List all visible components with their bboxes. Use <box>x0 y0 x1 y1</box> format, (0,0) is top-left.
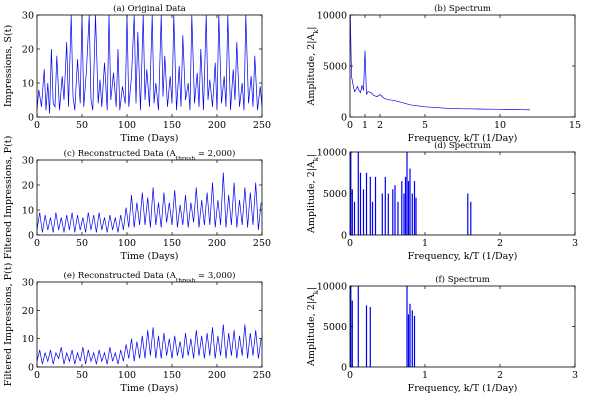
y-tick-label: 10 <box>22 334 34 345</box>
x-tick-label: 3 <box>572 370 578 381</box>
x-tick-label: 50 <box>76 370 88 381</box>
panel-c: 0 50 100 150 200 250 0 10 20 30 (c) Reconstructed … <box>3 136 271 262</box>
y-axis-label: Filtered Impressions, P(t) <box>3 136 14 260</box>
panel-title: (b) Spectrum <box>434 3 491 14</box>
x-tick-label: 250 <box>253 238 271 249</box>
axes-frame <box>36 281 263 368</box>
series-line <box>37 324 262 365</box>
panel-title: (e) Reconstructed Data (Athresh = 3,000) <box>64 270 236 284</box>
data-marks <box>350 15 531 111</box>
x-axis-label: Time (Days) <box>121 133 179 144</box>
y-tick-label: 5000 <box>323 322 347 333</box>
x-tick-label: 150 <box>163 238 181 249</box>
panel-d: 0 1 2 3 0 5000 10000 (d) Spectrum Frequency, k/T… <box>306 140 578 262</box>
y-tick-label: 20 <box>22 306 34 317</box>
x-tick-label: 1 <box>422 370 428 381</box>
y-axis-label: Amplitude, 2|Ak| <box>306 287 320 367</box>
x-tick-label: 250 <box>253 370 271 381</box>
y-tick-label: 0 <box>28 363 34 374</box>
x-tick-label: 200 <box>208 370 226 381</box>
y-tick-label: 0 <box>341 113 347 124</box>
panel-title: (c) Reconstructed Data (Athresh = 2,000) <box>64 148 236 162</box>
y-axis-label: Impressions, S(t) <box>3 25 14 107</box>
x-tick-label: 0 <box>347 370 353 381</box>
y-tick-label: 0 <box>341 231 347 242</box>
x-tick-label: 15 <box>569 120 581 131</box>
data-marks <box>350 152 472 235</box>
series-line <box>37 15 262 114</box>
x-tick-label: 2 <box>497 370 503 381</box>
x-axis-label: Time (Days) <box>121 251 179 262</box>
x-tick-label: 10 <box>494 120 506 131</box>
x-tick-label: 200 <box>208 238 226 249</box>
x-tick-label: 150 <box>163 370 181 381</box>
y-tick-label: 30 <box>22 156 34 167</box>
x-tick-label: 250 <box>253 120 271 131</box>
x-tick-label: 2 <box>497 238 503 249</box>
x-tick-label: 0 <box>347 120 353 131</box>
x-tick-label: 1 <box>362 120 368 131</box>
x-axis-label: Frequency, k/T (1/Day) <box>408 251 518 262</box>
x-tick-label: 200 <box>208 120 226 131</box>
x-tick-label: 100 <box>118 370 136 381</box>
x-tick-label: 150 <box>163 120 181 131</box>
panel-title: (f) Spectrum <box>435 274 490 285</box>
data-marks <box>37 172 262 233</box>
series-line <box>350 15 531 111</box>
axes-frame <box>36 159 263 236</box>
panel-a: 0 50 100 150 200 250 0 10 20 30 (a) Original Data T… <box>3 3 271 144</box>
y-tick-label: 0 <box>341 363 347 374</box>
x-tick-label: 2 <box>377 120 383 131</box>
panel-title: (a) Original Data <box>113 3 186 14</box>
y-tick-label: 10000 <box>317 282 347 293</box>
x-axis-label: Time (Days) <box>121 383 179 394</box>
x-tick-label: 0 <box>34 238 40 249</box>
y-tick-label: 20 <box>22 181 34 192</box>
y-tick-label: 20 <box>22 45 34 56</box>
y-axis-label: Amplitude, 2|Ak| <box>306 154 320 234</box>
y-tick-label: 10000 <box>317 11 347 22</box>
x-tick-label: 0 <box>34 120 40 131</box>
x-tick-label: 100 <box>118 120 136 131</box>
x-tick-label: 5 <box>422 120 428 131</box>
y-tick-label: 30 <box>22 11 34 22</box>
y-axis-label: Filtered Impressions, P(t) <box>3 263 14 387</box>
x-tick-label: 100 <box>118 238 136 249</box>
data-marks <box>37 15 262 114</box>
x-tick-label: 3 <box>572 238 578 249</box>
y-axis-label: Amplitude, 2|Ak| <box>306 26 320 106</box>
panel-e: 0 50 100 150 200 250 0 10 20 30 (e) Reconstructed … <box>3 263 271 394</box>
x-tick-label: 50 <box>76 120 88 131</box>
y-tick-label: 5000 <box>323 62 347 73</box>
y-tick-label: 0 <box>28 231 34 242</box>
x-tick-label: 0 <box>34 370 40 381</box>
panel-f: 0 1 2 3 0 5000 10000 (f) Spectrum Frequency, k/T… <box>306 274 578 394</box>
axes-frame <box>349 285 576 368</box>
panel-title: (d) Spectrum <box>434 140 491 151</box>
x-axis-label: Frequency, k/T (1/Day) <box>408 133 518 144</box>
series-line <box>37 172 262 233</box>
x-tick-label: 1 <box>422 238 428 249</box>
data-marks <box>37 324 262 365</box>
y-tick-label: 5000 <box>323 189 347 200</box>
y-tick-label: 0 <box>28 113 34 124</box>
x-tick-label: 0 <box>347 238 353 249</box>
axes-frame <box>349 14 576 118</box>
x-tick-label: 50 <box>76 238 88 249</box>
y-tick-label: 10000 <box>317 148 347 159</box>
y-tick-label: 30 <box>22 278 34 289</box>
x-axis-label: Frequency, k/T (1/Day) <box>408 383 518 394</box>
axes-frame <box>36 14 263 118</box>
data-marks <box>350 286 416 367</box>
y-tick-label: 10 <box>22 79 34 90</box>
axes-frame <box>349 151 576 236</box>
y-tick-label: 10 <box>22 206 34 217</box>
